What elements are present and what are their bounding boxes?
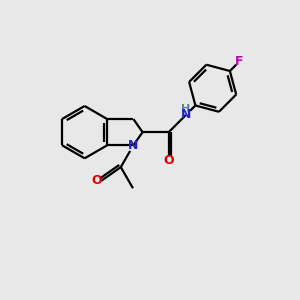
Text: H: H bbox=[181, 104, 190, 114]
Text: O: O bbox=[92, 174, 102, 187]
Text: O: O bbox=[164, 154, 174, 167]
Text: N: N bbox=[128, 139, 139, 152]
Text: F: F bbox=[235, 55, 244, 68]
Text: N: N bbox=[181, 108, 191, 122]
